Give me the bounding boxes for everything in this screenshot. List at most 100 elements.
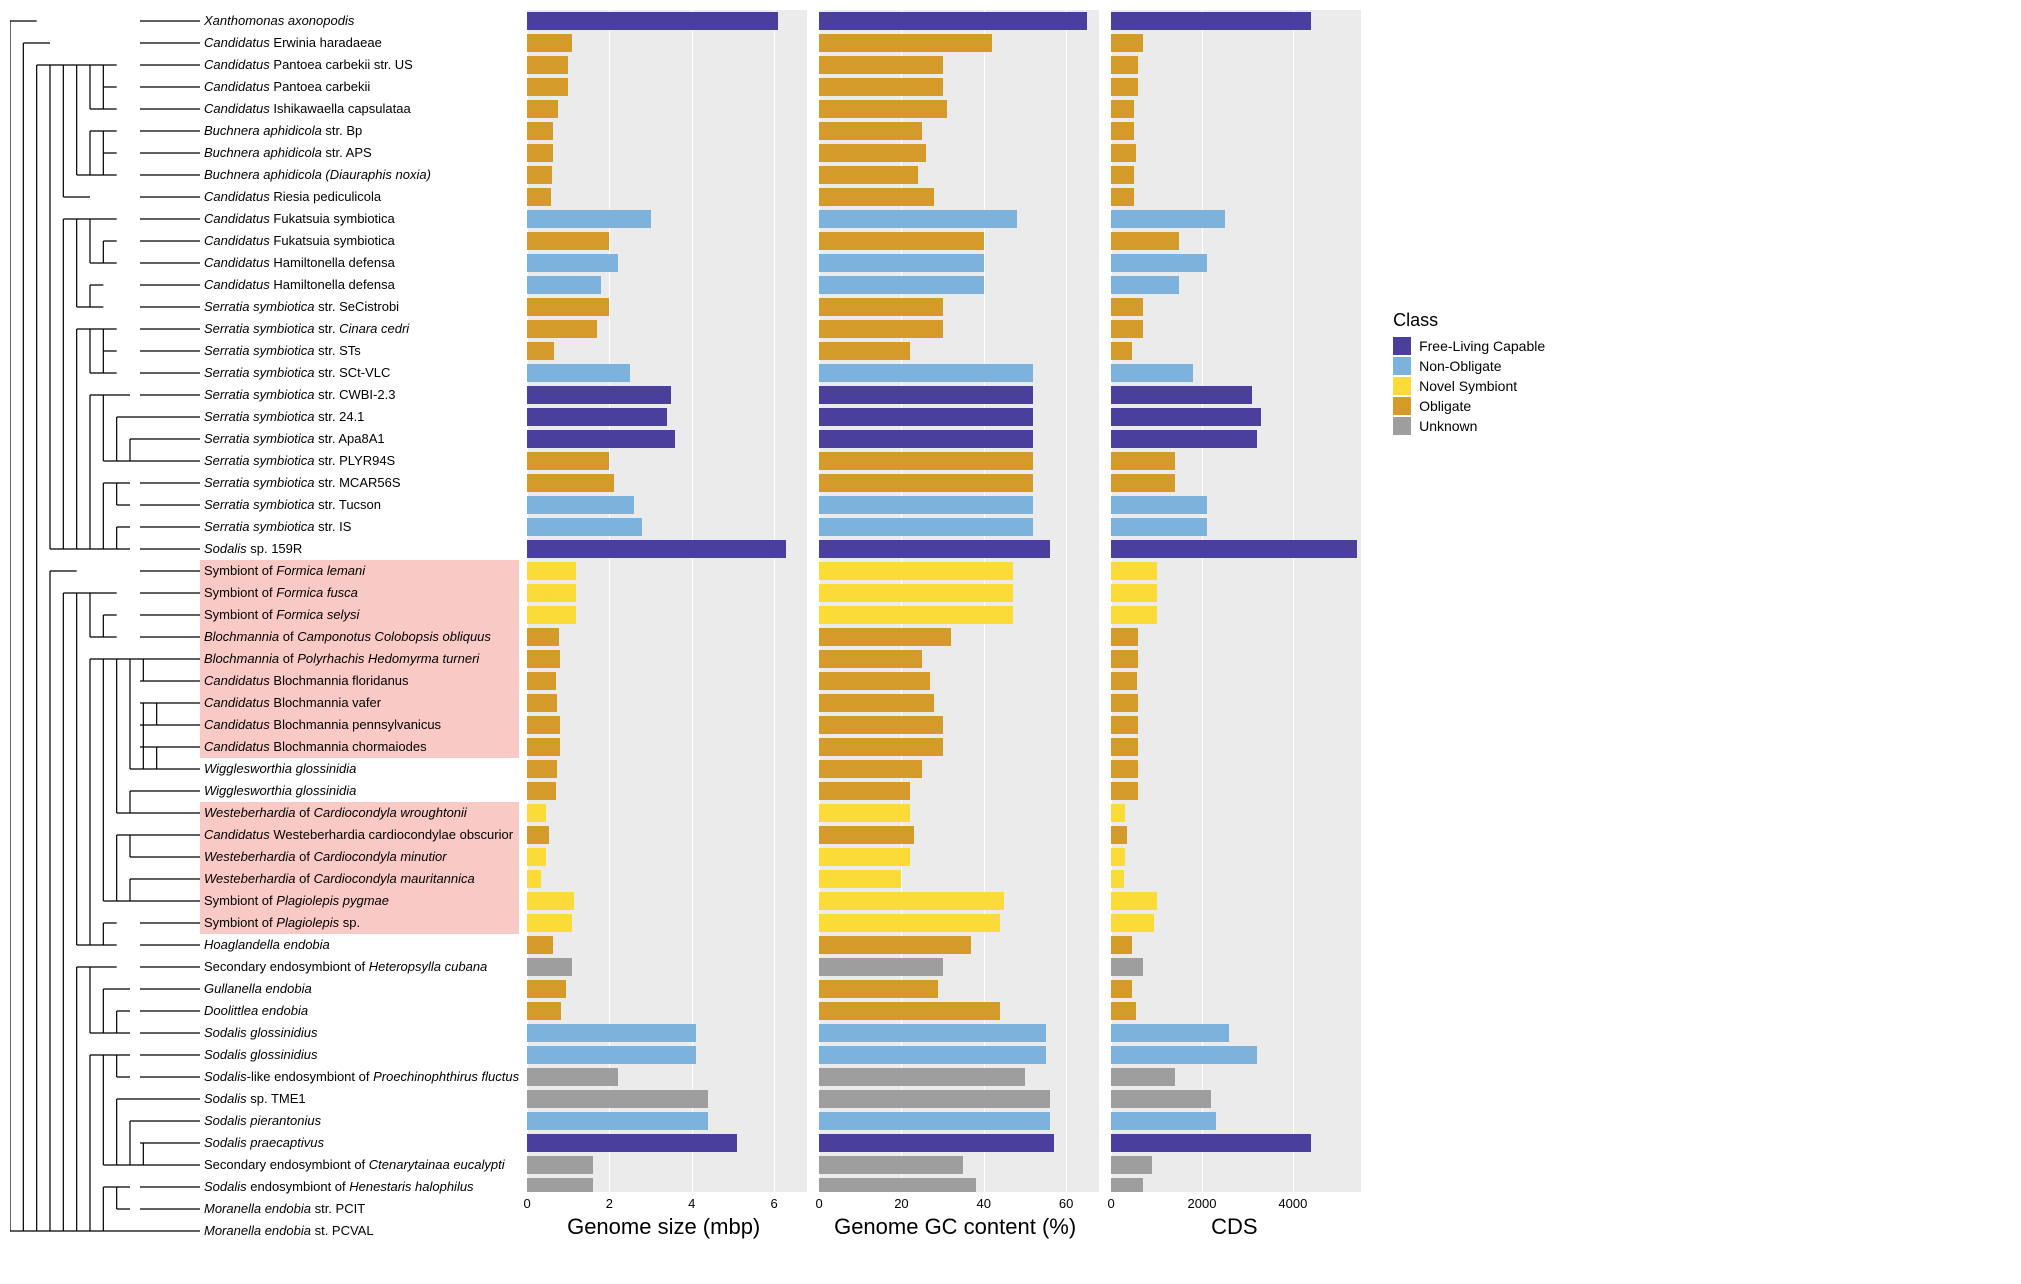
bar xyxy=(1111,562,1156,580)
axis-title: Genome GC content (%) xyxy=(834,1214,1076,1240)
bar xyxy=(1111,694,1138,712)
bar xyxy=(819,650,922,668)
species-label: Serratia symbiotica str. Cinara cedri xyxy=(200,318,519,340)
legend-swatch xyxy=(1393,337,1411,355)
bar xyxy=(819,936,971,954)
bar xyxy=(1111,56,1138,74)
bar xyxy=(819,320,943,338)
bar xyxy=(527,298,609,316)
species-label: Westeberhardia of Cardiocondyla mauritan… xyxy=(200,868,519,890)
species-label: Symbiont of Plagiolepis pygmae xyxy=(200,890,519,912)
bar xyxy=(527,232,609,250)
bar xyxy=(1111,540,1356,558)
legend-title: Class xyxy=(1393,310,1545,331)
bar xyxy=(819,628,951,646)
species-label: Buchnera aphidicola str. Bp xyxy=(200,120,519,142)
bar xyxy=(1111,496,1206,514)
species-label: Blochmannia of Polyrhachis Hedomyrma tur… xyxy=(200,648,519,670)
bar xyxy=(819,870,901,888)
species-label: Sodalis-like endosymbiont of Proechinoph… xyxy=(200,1066,519,1088)
bar xyxy=(527,1112,708,1130)
bar xyxy=(1111,364,1193,382)
bar xyxy=(527,914,572,932)
bar xyxy=(1111,1024,1229,1042)
bar xyxy=(819,12,1087,30)
bar xyxy=(819,540,1050,558)
species-label: Sodalis sp. TME1 xyxy=(200,1088,519,1110)
bar xyxy=(819,298,943,316)
bar xyxy=(1111,166,1134,184)
species-label: Sodalis glossinidius xyxy=(200,1044,519,1066)
species-label: Sodalis sp. 159R xyxy=(200,538,519,560)
bar xyxy=(819,122,922,140)
bar xyxy=(527,540,786,558)
bar xyxy=(527,144,553,162)
bar xyxy=(819,276,984,294)
bar xyxy=(527,562,576,580)
axis-tick-label: 20 xyxy=(894,1196,908,1211)
chart-panel: 020004000CDS xyxy=(1111,10,1361,1242)
bar xyxy=(819,1134,1054,1152)
bars-area xyxy=(527,10,807,1192)
species-label: Symbiont of Formica fusca xyxy=(200,582,519,604)
axis-tick-label: 4 xyxy=(688,1196,695,1211)
species-label: Serratia symbiotica str. 24.1 xyxy=(200,406,519,428)
bar xyxy=(527,496,634,514)
bar xyxy=(1111,1068,1175,1086)
species-label: Symbiont of Formica lemani xyxy=(200,560,519,582)
bar xyxy=(1111,12,1311,30)
bar xyxy=(527,1002,561,1020)
species-label: Serratia symbiotica str. CWBI-2.3 xyxy=(200,384,519,406)
legend-label: Free-Living Capable xyxy=(1419,338,1545,354)
bar xyxy=(1111,430,1256,448)
bars-area xyxy=(1111,10,1361,1192)
bar xyxy=(527,606,576,624)
species-label: Serratia symbiotica str. Tucson xyxy=(200,494,519,516)
phylo-tree xyxy=(10,10,200,1242)
bar xyxy=(819,210,1017,228)
bar xyxy=(1111,452,1175,470)
chart-panel: 0204060Genome GC content (%) xyxy=(819,10,1099,1242)
bar xyxy=(819,1156,963,1174)
species-label: Wigglesworthia glossinidia xyxy=(200,780,519,802)
bar xyxy=(527,1134,737,1152)
species-label: Serratia symbiotica str. PLYR94S xyxy=(200,450,519,472)
bar xyxy=(819,782,910,800)
legend-label: Novel Symbiont xyxy=(1419,378,1517,394)
bar xyxy=(1111,342,1131,360)
species-label: Sodalis praecaptivus xyxy=(200,1132,519,1154)
bar xyxy=(527,166,552,184)
species-label: Candidatus Hamiltonella defensa xyxy=(200,274,519,296)
bar xyxy=(819,452,1033,470)
bar-charts-group: 0246Genome size (mbp)0204060Genome GC co… xyxy=(527,10,1373,1242)
bar xyxy=(819,694,934,712)
bar xyxy=(1111,1134,1311,1152)
axis-tick-label: 60 xyxy=(1059,1196,1073,1211)
bar xyxy=(819,760,922,778)
legend-item: Unknown xyxy=(1393,417,1545,435)
bar xyxy=(819,232,984,250)
species-label: Gullanella endobia xyxy=(200,978,519,1000)
bar xyxy=(819,188,934,206)
species-label: Buchnera aphidicola str. APS xyxy=(200,142,519,164)
species-label: Wigglesworthia glossinidia xyxy=(200,758,519,780)
bar xyxy=(819,804,910,822)
species-label: Moranella endobia st. PCVAL xyxy=(200,1220,519,1242)
bar xyxy=(819,606,1013,624)
axis-tick-label: 2000 xyxy=(1188,1196,1217,1211)
species-label: Candidatus Blochmannia chormaiodes xyxy=(200,736,519,758)
bar xyxy=(527,276,601,294)
axis-title: Genome size (mbp) xyxy=(567,1214,760,1240)
species-label: Serratia symbiotica str. SeCistrobi xyxy=(200,296,519,318)
species-labels-panel: Xanthomonas axonopodisCandidatus Erwinia… xyxy=(200,10,519,1242)
species-label: Candidatus Ishikawaella capsulataa xyxy=(200,98,519,120)
bar xyxy=(527,804,546,822)
bar xyxy=(527,78,568,96)
bar xyxy=(527,716,560,734)
species-label: Secondary endosymbiont of Heteropsylla c… xyxy=(200,956,519,978)
bar xyxy=(527,34,572,52)
bar xyxy=(819,958,943,976)
bar xyxy=(527,1156,593,1174)
bar xyxy=(527,408,667,426)
bar xyxy=(1111,1002,1136,1020)
